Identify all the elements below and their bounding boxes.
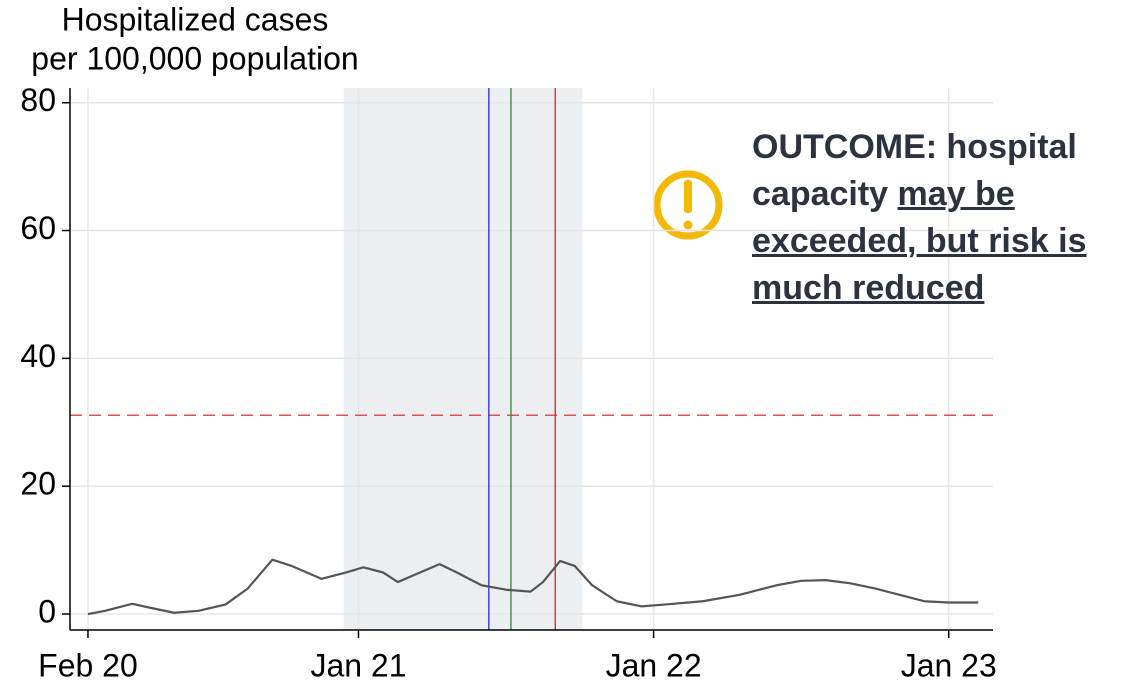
- mean-line: [87, 558, 979, 616]
- x-tick-label: Jan 22: [606, 647, 702, 683]
- x-tick-label: Jan 21: [310, 647, 406, 683]
- x-tick-label: Jan 23: [901, 647, 997, 683]
- warning-icon: [683, 220, 693, 230]
- y-tick-label: 20: [20, 466, 56, 502]
- annotation: OUTCOME: hospital capacity may be exceed…: [752, 124, 1122, 312]
- warning-icon: [653, 170, 723, 240]
- y-tick-label: 80: [20, 82, 56, 118]
- x-tick-label: Feb 20: [38, 647, 138, 683]
- y-axis-title: per 100,000 population: [31, 40, 358, 76]
- y-tick-label: 40: [20, 338, 56, 374]
- y-tick-label: 0: [38, 593, 56, 629]
- y-tick-label: 60: [20, 210, 56, 246]
- warning-icon: [684, 180, 692, 213]
- y-axis-title: Hospitalized cases: [62, 1, 329, 37]
- annotation-emphasis: may be exceeded, but risk is much reduce…: [752, 175, 1087, 307]
- annotation-text: OUTCOME: hospital capacity: [752, 128, 1077, 213]
